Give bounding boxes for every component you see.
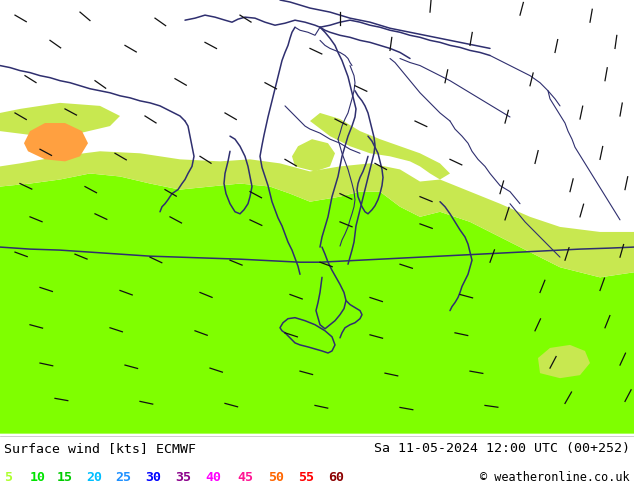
Text: 15: 15 [57, 471, 73, 485]
Polygon shape [310, 113, 450, 179]
Polygon shape [0, 103, 120, 136]
Polygon shape [538, 345, 590, 378]
Polygon shape [0, 173, 634, 434]
Text: Sa 11-05-2024 12:00 UTC (00+252): Sa 11-05-2024 12:00 UTC (00+252) [374, 442, 630, 455]
Text: 55: 55 [298, 471, 314, 485]
Text: 20: 20 [86, 471, 102, 485]
Text: 25: 25 [115, 471, 131, 485]
Polygon shape [24, 123, 88, 161]
Polygon shape [292, 139, 335, 172]
Text: Surface wind [kts] ECMWF: Surface wind [kts] ECMWF [4, 442, 196, 455]
Text: 35: 35 [175, 471, 191, 485]
Text: 5: 5 [4, 471, 12, 485]
Text: 50: 50 [268, 471, 284, 485]
Text: 30: 30 [145, 471, 161, 485]
Polygon shape [0, 151, 634, 277]
Text: 40: 40 [205, 471, 221, 485]
Text: 45: 45 [237, 471, 253, 485]
Text: 60: 60 [328, 471, 344, 485]
Text: 10: 10 [30, 471, 46, 485]
Text: © weatheronline.co.uk: © weatheronline.co.uk [481, 471, 630, 485]
